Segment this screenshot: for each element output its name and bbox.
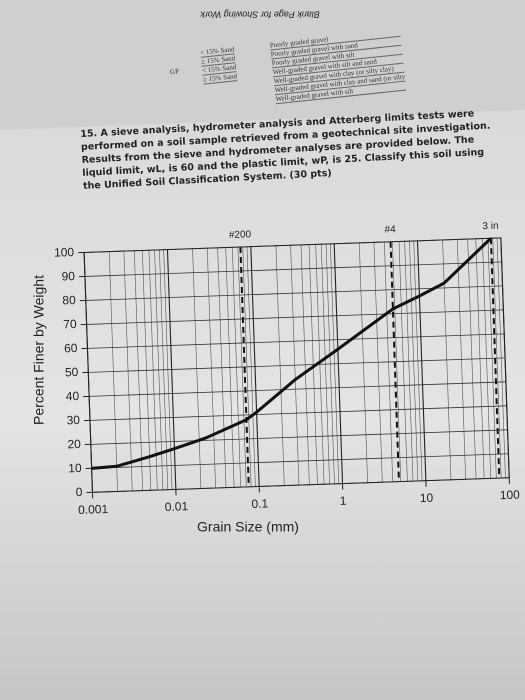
sieve-label: #4 — [384, 224, 396, 235]
sieve-line — [239, 246, 250, 487]
y-axis-label: Percent Finer by Weight — [31, 275, 47, 425]
y-tick-label: 90 — [61, 269, 75, 283]
data-line — [91, 237, 492, 470]
grid-line — [91, 453, 509, 469]
grid-line — [90, 429, 508, 445]
sieve-line — [389, 241, 400, 482]
x-tick-label: 10 — [420, 491, 434, 505]
y-tick-label: 20 — [67, 437, 81, 451]
grid-line — [250, 246, 260, 487]
x-axis-label: Grain Size (mm) — [197, 519, 299, 535]
grid-line — [87, 333, 505, 349]
grid-line — [416, 240, 427, 481]
sieve-label: 3 in — [482, 221, 498, 233]
grid-line — [89, 405, 507, 421]
x-tick-label: 0.01 — [165, 499, 189, 514]
group-label: GP — [169, 67, 180, 77]
back-sheet — [0, 0, 525, 130]
y-tick-label: 70 — [63, 317, 77, 331]
y-tick-label: 80 — [62, 293, 76, 307]
sieve-label: #200 — [229, 229, 252, 241]
x-tick-label: 100 — [500, 488, 521, 503]
y-tick-label: 100 — [54, 245, 75, 260]
x-tick-label: 0.1 — [251, 496, 268, 511]
y-tick-label: 50 — [65, 365, 79, 379]
y-tick-label: 60 — [64, 341, 78, 355]
grid-line — [84, 261, 502, 277]
grid-line — [333, 243, 344, 484]
grid-line — [89, 381, 506, 397]
sieve-line — [489, 238, 501, 479]
header-title: Blank Page for Showing Work — [200, 10, 320, 20]
question-number: 15. — [80, 128, 98, 140]
plot: 0 10 20 30 40 50 60 70 80 90 100 0.001 0.01 0.1 1 10 100… — [54, 221, 521, 517]
plot-frame — [83, 237, 510, 493]
x-tick-label: 0.001 — [78, 502, 109, 517]
y-tick-label: 40 — [66, 389, 80, 403]
grid-line — [88, 357, 506, 373]
x-tick-label: 1 — [340, 494, 347, 508]
grid-line — [86, 309, 504, 325]
y-tick-label: 0 — [76, 485, 83, 499]
y-tick-label: 30 — [66, 413, 80, 427]
y-tick-label: 10 — [68, 461, 82, 475]
